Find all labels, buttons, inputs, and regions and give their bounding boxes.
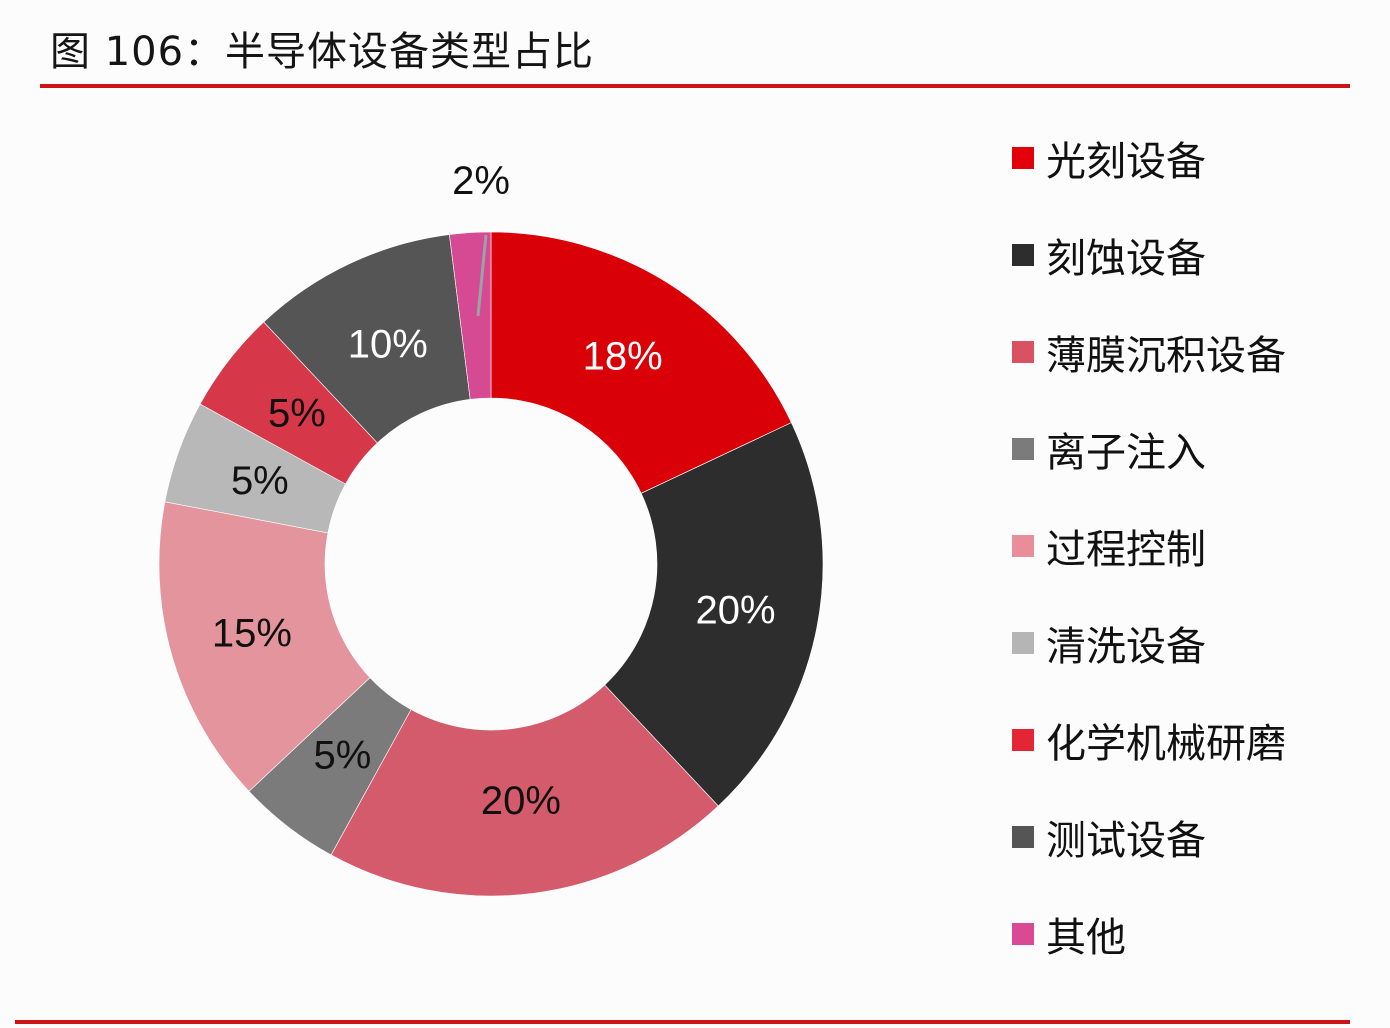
legend-label: 光刻设备 (1046, 139, 1206, 185)
legend-item: 清洗设备 (1012, 613, 1206, 673)
slice-value-label: 5% (314, 734, 372, 778)
legend-label: 刻蚀设备 (1046, 236, 1206, 282)
legend-item: 薄膜沉积设备 (1012, 322, 1286, 382)
legend-swatch (1012, 244, 1034, 266)
donut-slice (158, 501, 371, 792)
donut-slice (449, 231, 492, 400)
leader-line (476, 234, 488, 317)
legend-label: 化学机械研磨 (1046, 721, 1286, 767)
slice-value-label: 10% (348, 323, 428, 367)
legend-item: 刻蚀设备 (1012, 225, 1206, 285)
legend-item: 离子注入 (1012, 419, 1206, 479)
slice-value-label: 18% (583, 335, 663, 379)
slice-value-label: 5% (268, 391, 326, 435)
legend-label: 薄膜沉积设备 (1046, 333, 1286, 379)
legend-item: 光刻设备 (1012, 128, 1206, 188)
donut-slice (604, 422, 824, 807)
donut-chart: 18% 20% 20% 5% 15% 5% 5% 10% 2% (158, 159, 824, 897)
title-underline (40, 84, 1350, 88)
donut-slice (490, 231, 792, 494)
legend-item: 过程控制 (1012, 516, 1206, 576)
slice-value-label: 2% (452, 159, 510, 203)
slice-value-label: 20% (696, 589, 776, 633)
legend-label: 离子注入 (1046, 430, 1206, 476)
legend-item: 其他 (1012, 904, 1126, 964)
legend-swatch (1012, 923, 1034, 945)
legend-swatch (1012, 632, 1034, 654)
slice-value-label: 5% (231, 459, 289, 503)
bottom-rule (15, 1020, 1350, 1024)
slice-value-label: 20% (481, 779, 561, 823)
legend-item: 测试设备 (1012, 807, 1206, 867)
legend-swatch (1012, 341, 1034, 363)
legend-swatch (1012, 535, 1034, 557)
legend-label: 测试设备 (1046, 818, 1206, 864)
legend-swatch (1012, 729, 1034, 751)
figure-title: 图 106：半导体设备类型占比 (50, 29, 595, 75)
donut-slice (330, 684, 719, 897)
legend-item: 化学机械研磨 (1012, 710, 1286, 770)
slice-value-label: 15% (212, 611, 292, 655)
legend-swatch (1012, 826, 1034, 848)
legend-label: 过程控制 (1046, 527, 1206, 573)
slice-labels: 18% 20% 20% 5% 15% 5% 5% 10% 2% (212, 159, 776, 823)
legend-label: 其他 (1046, 915, 1126, 961)
donut-slices (158, 231, 824, 897)
legend-swatch (1012, 438, 1034, 460)
legend-swatch (1012, 147, 1034, 169)
legend-label: 清洗设备 (1046, 624, 1206, 670)
